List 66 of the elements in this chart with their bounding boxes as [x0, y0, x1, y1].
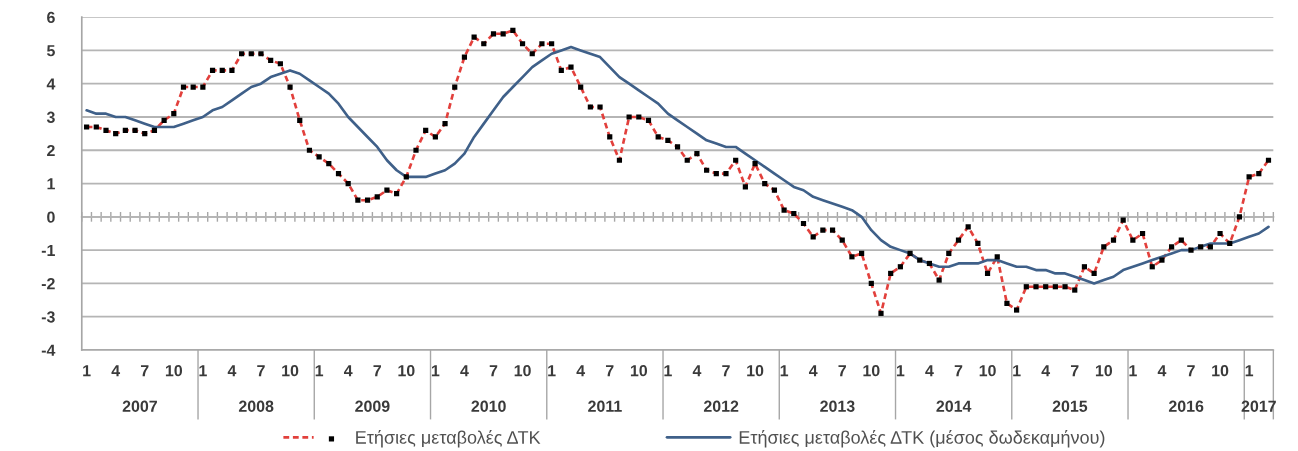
x-tick-label: 7 [838, 365, 846, 377]
x-tick-label: 4 [1041, 365, 1051, 377]
x-tick-label: 1 [431, 365, 440, 377]
x-tick-label: 10 [398, 364, 415, 377]
x-tick-label: 4 [111, 365, 121, 377]
x-tick-label: 1 [1013, 365, 1021, 377]
y-tick-label: -4 [41, 344, 56, 356]
y-tick-label: 4 [46, 78, 56, 90]
x-tick-label: 4 [460, 365, 469, 377]
x-tick-label: 10 [979, 364, 996, 377]
y-tick-label: -3 [41, 311, 55, 323]
x-tick-label: 4 [808, 365, 818, 377]
x-tick-label: 1 [1129, 365, 1137, 377]
x-tick-label: 7 [954, 365, 963, 377]
text: 2012 [703, 400, 739, 412]
text: 2010 [471, 400, 506, 412]
text: 2017 [1241, 400, 1276, 412]
y-tick-label: 0 [47, 211, 55, 223]
y-tick-label: 3 [46, 111, 55, 123]
x-tick-label: 4 [343, 365, 353, 377]
x-tick-label: 7 [605, 365, 614, 377]
text: 2009 [355, 400, 390, 412]
text: 2007 [122, 400, 157, 412]
x-tick-label: 7 [722, 365, 730, 377]
y-tick-label: -2 [41, 278, 55, 290]
y-tick-label: 2 [47, 144, 55, 157]
x-tick-label: 10 [165, 364, 183, 377]
x-tick-label: 1 [1245, 365, 1254, 377]
x-tick-label: 1 [548, 365, 556, 377]
x-tick-label: 1 [664, 365, 672, 377]
y-tick-label: 6 [47, 11, 55, 24]
x-tick-label: 4 [1157, 365, 1167, 377]
x-tick-label: 4 [925, 365, 934, 377]
line-series [85, 45, 1270, 285]
x-tick-label: 10 [747, 364, 764, 377]
x-tick-label: 10 [863, 364, 880, 377]
x-tick-label: 1 [83, 365, 91, 377]
x-tick-label: 1 [780, 365, 789, 377]
text: 2016 [1168, 400, 1204, 412]
x-tick-label: 7 [140, 365, 149, 377]
x-tick-label: 7 [1070, 365, 1079, 377]
y-tick-label: 5 [46, 45, 55, 57]
x-tick-label: 7 [373, 365, 381, 377]
legend-label: Ετήσιες μεταβολές ΔΤΚ (μέσος δωδεκαμήνου) [739, 430, 1105, 448]
x-tick-label: 10 [282, 364, 299, 377]
x-tick-label: 1 [199, 365, 207, 377]
x-tick-label: 10 [630, 364, 648, 377]
x-tick-label: 7 [257, 365, 265, 377]
text: 2015 [1052, 400, 1088, 412]
x-tick-label: 10 [1212, 364, 1229, 377]
x-tick-label: 7 [1187, 365, 1195, 377]
x-tick-label: 1 [315, 365, 324, 377]
legend-label: Ετήσιες μεταβολές ΔΤΚ [356, 430, 541, 448]
y-tick-label: 1 [47, 178, 55, 190]
x-tick-label: 10 [514, 364, 531, 377]
x-tick-label: 4 [576, 365, 586, 377]
text: 2014 [936, 400, 972, 412]
x-tick-label: 10 [1095, 364, 1113, 377]
x-tick-label: 7 [489, 365, 498, 377]
y-tick-label: -1 [41, 244, 55, 256]
text: 2008 [238, 400, 274, 412]
text: 2013 [820, 400, 855, 412]
x-tick-label: 4 [227, 365, 237, 377]
text: 2011 [588, 400, 622, 412]
x-tick-label: 1 [896, 365, 905, 377]
x-tick-label: 4 [692, 365, 702, 377]
